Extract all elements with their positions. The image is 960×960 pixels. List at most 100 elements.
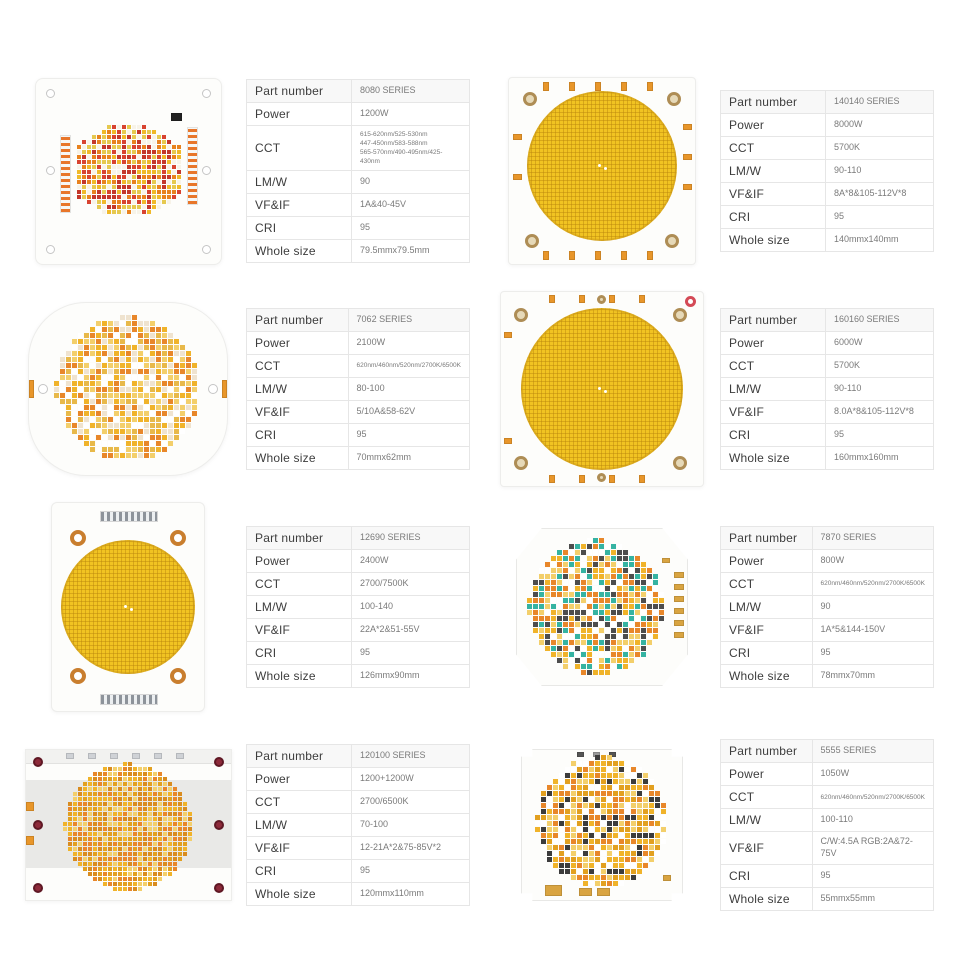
- led-chip: [547, 857, 552, 862]
- led-chip: [183, 807, 187, 811]
- led-chip: [587, 628, 592, 633]
- product-image-160160: [500, 291, 704, 487]
- led-chip: [183, 832, 187, 836]
- screw-hole: [208, 384, 218, 394]
- led-chip: [143, 867, 147, 871]
- led-chip: [153, 817, 157, 821]
- led-chip: [605, 598, 610, 603]
- led-chip: [581, 568, 586, 573]
- led-chip: [180, 381, 185, 386]
- led-chip: [629, 658, 634, 663]
- led-chip: [143, 777, 147, 781]
- product-image-12690: [51, 502, 205, 712]
- led-chip: [601, 767, 606, 772]
- led-chip: [539, 580, 544, 585]
- led-chip: [127, 135, 131, 139]
- led-chip: [629, 604, 634, 609]
- led-chip: [153, 857, 157, 861]
- spec-value-power: 8000W: [825, 113, 934, 137]
- led-chip: [589, 857, 594, 862]
- led-chip: [653, 616, 658, 621]
- led-array: [521, 308, 683, 470]
- led-chip: [147, 190, 151, 194]
- led-chip: [96, 381, 101, 386]
- led-chip: [569, 634, 574, 639]
- led-chip: [629, 574, 634, 579]
- led-chip: [118, 887, 122, 891]
- smd-component: [25, 836, 34, 845]
- mounting-ring: [170, 668, 186, 684]
- led-chip: [117, 195, 121, 199]
- spec-label-part-number: Part number: [246, 526, 352, 550]
- led-chip: [156, 381, 161, 386]
- spec-value-vf-if: 22A*2&51-55V: [351, 618, 470, 642]
- led-chip: [162, 190, 166, 194]
- led-chip: [611, 628, 616, 633]
- led-chip: [78, 435, 83, 440]
- led-chip: [565, 845, 570, 850]
- led-chip: [647, 640, 652, 645]
- led-chip: [127, 180, 131, 184]
- led-chip: [583, 779, 588, 784]
- led-chip: [120, 423, 125, 428]
- led-chip: [118, 807, 122, 811]
- led-chip: [643, 845, 648, 850]
- led-chip: [178, 802, 182, 806]
- led-chip: [655, 797, 660, 802]
- led-chip: [581, 610, 586, 615]
- mounting-hole-dark: [213, 820, 224, 830]
- led-chip: [617, 574, 622, 579]
- led-chip: [60, 399, 65, 404]
- led-chip: [625, 773, 630, 778]
- led-chip: [147, 210, 151, 214]
- led-chip: [113, 777, 117, 781]
- led-chip: [173, 787, 177, 791]
- spec-label-vf-if: VF&IF: [246, 400, 349, 424]
- led-chip: [78, 411, 83, 416]
- led-chip: [118, 822, 122, 826]
- led-chip: [88, 787, 92, 791]
- led-chip: [117, 200, 121, 204]
- led-chip: [172, 150, 176, 154]
- led-chip: [138, 817, 142, 821]
- led-chip: [148, 817, 152, 821]
- led-chip: [637, 827, 642, 832]
- led-chip: [593, 610, 598, 615]
- led-chip: [635, 628, 640, 633]
- led-chip: [186, 369, 191, 374]
- spec-value-cct: 620nm/460nm/520nm/2700K/6500K: [811, 785, 935, 810]
- led-chip: [73, 792, 77, 796]
- led-chip: [587, 568, 592, 573]
- led-chip: [107, 185, 111, 189]
- led-chip: [178, 807, 182, 811]
- smd-component: [674, 620, 684, 626]
- led-chip: [541, 845, 546, 850]
- led-chip: [649, 851, 654, 856]
- led-chip: [587, 640, 592, 645]
- led-chip: [593, 664, 598, 669]
- led-chip: [631, 767, 636, 772]
- led-chip: [613, 827, 618, 832]
- led-chip: [148, 857, 152, 861]
- led-chip: [72, 369, 77, 374]
- led-chip: [122, 155, 126, 159]
- spec-table-160160: Part number 160160 SERIES Power 6000W CCT 570…: [720, 308, 934, 470]
- led-chip: [575, 616, 580, 621]
- led-chip: [152, 185, 156, 189]
- led-chip: [619, 875, 624, 880]
- led-chip: [601, 773, 606, 778]
- led-chip: [575, 580, 580, 585]
- led-chip: [122, 180, 126, 184]
- led-chip: [82, 185, 86, 189]
- led-chip: [132, 135, 136, 139]
- spec-label-part-number: Part number: [246, 308, 349, 332]
- led-chip: [178, 792, 182, 796]
- led-chip: [114, 387, 119, 392]
- led-chip: [92, 170, 96, 174]
- led-chip: [73, 817, 77, 821]
- led-chip: [120, 387, 125, 392]
- led-chip: [128, 812, 132, 816]
- led-chip: [83, 852, 87, 856]
- spec-value-cri: 95: [811, 641, 935, 665]
- led-chip: [559, 863, 564, 868]
